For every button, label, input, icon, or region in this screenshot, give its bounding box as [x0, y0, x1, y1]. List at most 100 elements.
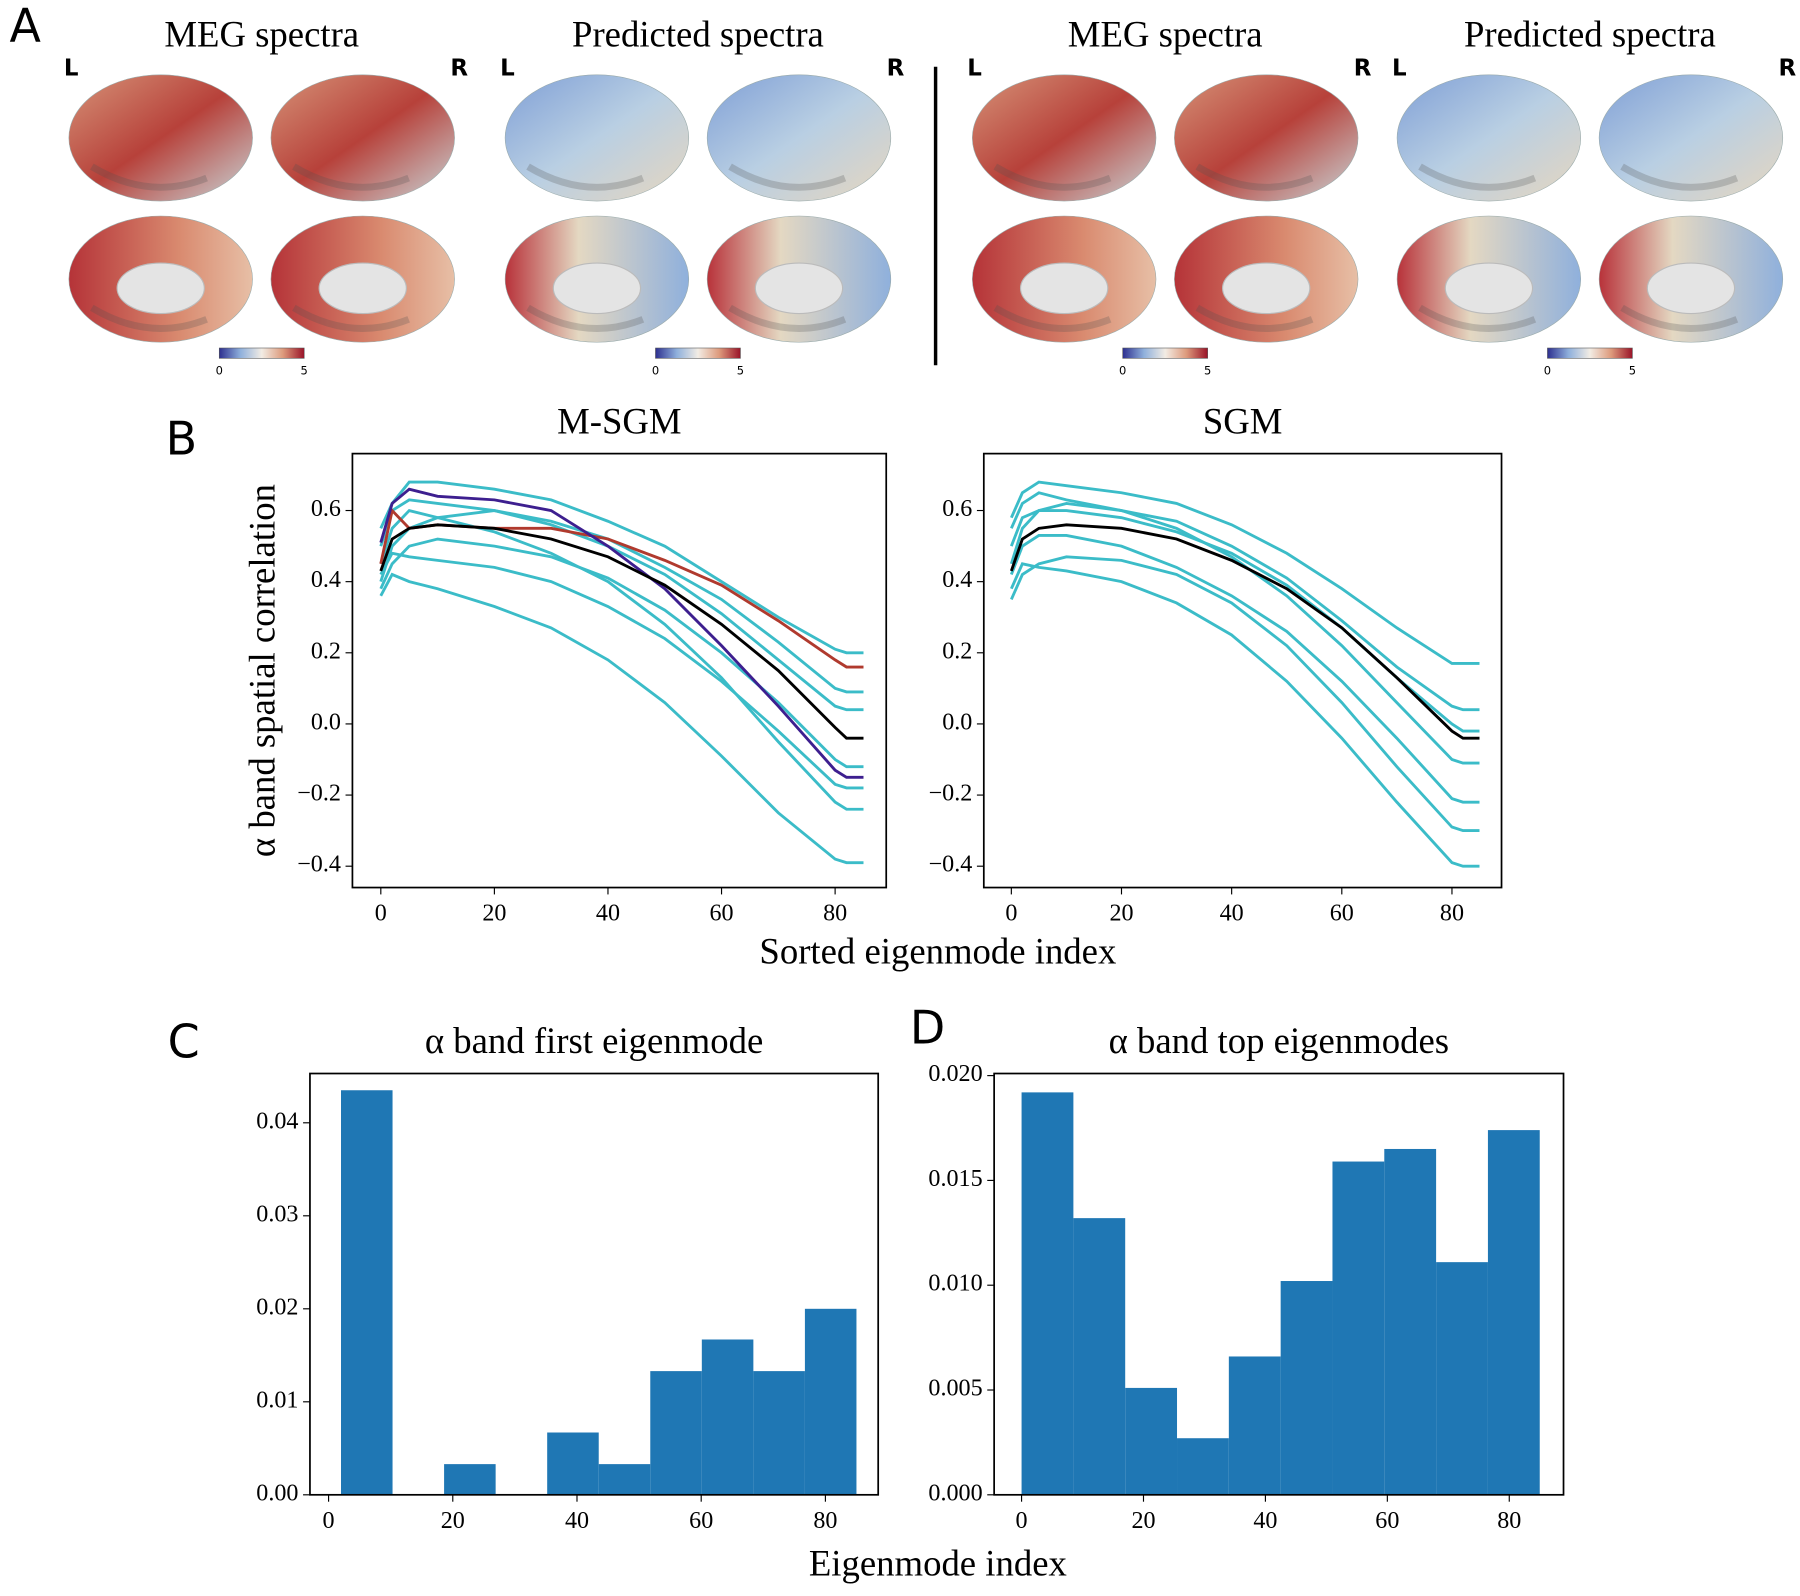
bar	[1436, 1262, 1488, 1495]
series-line	[379, 480, 864, 655]
y-tick-label: −0.2	[297, 781, 341, 807]
bar	[1487, 1130, 1540, 1495]
y-tick-label: 0.04	[256, 1108, 298, 1134]
bar	[650, 1371, 702, 1495]
x-tick-label: 40	[596, 901, 620, 927]
series-line	[379, 523, 864, 740]
series-line	[379, 487, 864, 779]
brain-lobe	[1620, 304, 1739, 332]
series-line	[1010, 480, 1480, 665]
brain-core	[1019, 262, 1109, 315]
brain-lobe	[1620, 163, 1739, 191]
bar	[1228, 1356, 1281, 1495]
bar	[701, 1339, 754, 1495]
brain-lobe	[1418, 163, 1537, 191]
y-tick-label: 0.02	[256, 1294, 298, 1320]
y-tick-label: 0.0	[311, 709, 341, 735]
x-tick-label: 80	[1440, 901, 1464, 927]
y-tick-label: 0.000	[928, 1480, 982, 1506]
hemisphere-label: R	[450, 56, 468, 82]
x-tick-label: 60	[1330, 901, 1354, 927]
x-tick-label: 0	[1016, 1508, 1028, 1534]
x-tick-label: 40	[1220, 901, 1244, 927]
y-tick-label: −0.4	[297, 852, 341, 878]
y-tick-label: 0.020	[928, 1061, 982, 1087]
x-tick-label: 20	[441, 1508, 465, 1534]
series-line	[379, 507, 864, 669]
x-tick-label: 80	[813, 1508, 837, 1534]
hemisphere-label: L	[500, 56, 515, 82]
hemisphere-label: R	[1354, 56, 1372, 82]
x-tick-label: 60	[689, 1508, 713, 1534]
y-tick-label: 0.0	[942, 709, 972, 735]
y-tick-label: 0.015	[928, 1166, 982, 1192]
series-line	[1010, 562, 1480, 868]
y-tick-label: −0.2	[929, 781, 973, 807]
series-line	[1009, 501, 1480, 712]
y-tick-label: 0.6	[311, 496, 341, 522]
colorbar-tick-label: 5	[301, 363, 308, 377]
colorbar-tick-label: 0	[1119, 363, 1126, 377]
series-line	[1010, 509, 1480, 733]
brain-core	[552, 262, 642, 315]
brain-core	[754, 262, 844, 315]
series-line	[379, 551, 864, 790]
brain-lobe	[526, 163, 645, 191]
series-line	[1010, 555, 1480, 833]
hemisphere-label: R	[887, 56, 905, 82]
brain	[504, 74, 690, 202]
colorbar	[1547, 347, 1633, 359]
map-title: MEG spectra	[164, 13, 359, 54]
hemisphere-label: R	[1779, 56, 1797, 82]
brain	[972, 74, 1157, 202]
x-tick-label: 80	[1497, 1508, 1521, 1534]
colorbar	[218, 347, 305, 359]
y-tick-label: 0.6	[942, 496, 972, 522]
y-tick-label: 0.4	[311, 567, 341, 593]
y-tick-label: 0.01	[256, 1387, 298, 1413]
x-tick-label: 60	[709, 901, 733, 927]
series-line	[1010, 534, 1480, 804]
bar	[547, 1432, 599, 1495]
brain	[1174, 74, 1359, 202]
series-line	[379, 537, 864, 769]
y-tick-label: −0.4	[929, 852, 973, 878]
bar	[341, 1090, 393, 1495]
brain-lobe	[526, 304, 645, 332]
series-line	[379, 572, 864, 865]
brain-lobe	[292, 304, 410, 332]
brain-core	[116, 262, 205, 315]
map-title: Predicted spectra	[1464, 13, 1716, 54]
colorbar-tick-label: 5	[1629, 363, 1636, 377]
series-line	[379, 508, 864, 811]
y-axis-label: α band spatial correlation	[242, 484, 283, 857]
panel-letter: B	[166, 412, 198, 466]
brain-lobe	[90, 163, 208, 191]
brain-lobe	[993, 163, 1112, 191]
y-tick-label: 0.2	[311, 638, 341, 664]
plot-frame	[993, 1072, 1565, 1496]
bar	[1073, 1218, 1126, 1495]
x-tick-label: 0	[375, 901, 387, 927]
y-tick-label: 0.00	[256, 1480, 298, 1506]
chart-title: SGM	[1203, 400, 1283, 441]
brain	[1598, 74, 1784, 202]
y-tick-label: 0.4	[942, 567, 972, 593]
bar	[1125, 1387, 1178, 1495]
x-tick-label: 40	[1253, 1508, 1277, 1534]
brain-core	[1444, 262, 1534, 315]
brain-lobe	[1195, 163, 1314, 191]
series-line	[1009, 523, 1480, 740]
bar	[1177, 1438, 1229, 1495]
bar	[1021, 1092, 1074, 1495]
bar	[1384, 1148, 1437, 1495]
brain	[270, 74, 455, 202]
colorbar-tick-label: 0	[216, 363, 223, 377]
brain	[1396, 74, 1582, 202]
plot-frame	[351, 452, 888, 889]
x-axis-label: Eigenmode index	[809, 1543, 1067, 1584]
brain-core	[318, 262, 407, 315]
brain-lobe	[90, 304, 208, 332]
panel-letter: C	[168, 1014, 200, 1068]
